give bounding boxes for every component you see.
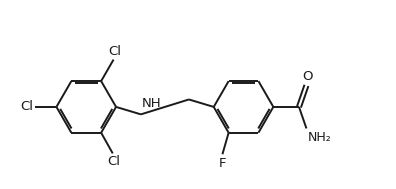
Text: Cl: Cl bbox=[20, 100, 33, 113]
Text: NH: NH bbox=[142, 97, 161, 110]
Text: Cl: Cl bbox=[108, 45, 121, 58]
Text: NH₂: NH₂ bbox=[308, 131, 332, 144]
Text: Cl: Cl bbox=[107, 155, 120, 168]
Text: F: F bbox=[219, 157, 226, 170]
Text: O: O bbox=[302, 70, 312, 83]
